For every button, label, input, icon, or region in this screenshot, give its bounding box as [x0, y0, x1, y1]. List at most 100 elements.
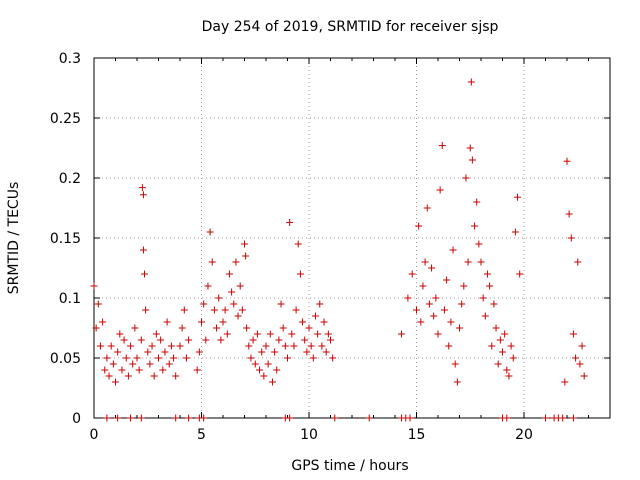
data-point [434, 330, 442, 338]
data-point [135, 366, 143, 374]
data-point [572, 354, 580, 362]
data-point [157, 336, 165, 344]
data-point [458, 300, 466, 308]
data-point [139, 246, 147, 254]
data-point [122, 354, 130, 362]
data-point [292, 306, 300, 314]
data-point [180, 306, 188, 314]
y-axis-label: SRMTID / TECUs [6, 182, 22, 295]
data-point [567, 234, 575, 242]
data-point [496, 336, 504, 344]
data-point [316, 300, 324, 308]
data-point [193, 366, 201, 374]
data-point-zero [200, 414, 208, 422]
data-point [301, 336, 309, 344]
data-point [182, 354, 190, 362]
data-point [430, 312, 438, 320]
data-point [318, 342, 326, 350]
data-point [471, 222, 479, 230]
data-point [230, 300, 238, 308]
data-point [303, 348, 311, 356]
data-point [210, 306, 218, 314]
data-point [165, 360, 173, 368]
data-point-zero [569, 414, 577, 422]
data-point-zero [365, 414, 373, 422]
data-point [421, 258, 429, 266]
data-point [170, 354, 178, 362]
data-point [307, 342, 315, 350]
data-point [116, 330, 124, 338]
data-point [503, 366, 511, 374]
data-point [413, 306, 420, 314]
data-point [516, 270, 524, 278]
data-point [404, 294, 412, 302]
data-point [167, 342, 175, 350]
data-point [423, 204, 431, 212]
y-tick-label: 0.1 [59, 291, 81, 307]
data-point [219, 318, 227, 326]
data-point [120, 336, 128, 344]
data-point-zero [172, 414, 180, 422]
data-point [425, 300, 433, 308]
data-point-zero [185, 414, 193, 422]
data-point [271, 348, 279, 356]
data-point [488, 342, 496, 350]
data-point [415, 222, 423, 230]
data-point [397, 330, 405, 338]
data-point [241, 240, 248, 248]
data-point [561, 378, 569, 386]
data-point [264, 360, 272, 368]
data-point [466, 144, 474, 152]
data-point [432, 294, 440, 302]
data-point [161, 348, 169, 356]
data-point [249, 336, 257, 344]
data-point [501, 330, 509, 338]
data-point [451, 360, 459, 368]
data-point [327, 336, 334, 344]
x-axis-label: GPS time / hours [291, 458, 408, 474]
x-tick-label: 0 [90, 427, 99, 443]
data-point [245, 342, 253, 350]
data-point [150, 372, 158, 380]
data-point [131, 324, 139, 332]
data-point [105, 372, 113, 380]
data-point [569, 330, 577, 338]
data-point [294, 240, 302, 248]
data-point [494, 360, 502, 368]
data-point [509, 354, 517, 362]
data-point [101, 366, 109, 374]
data-point [146, 360, 154, 368]
y-tick-label: 0 [72, 411, 81, 427]
tick-labels: 0 5 10 15 20 0 0.05 0.1 0.15 0.2 0.25 0.3 [50, 51, 533, 443]
data-point [273, 366, 281, 374]
data-point [200, 300, 208, 308]
data-point [490, 300, 498, 308]
data-point [251, 360, 259, 368]
data-point [440, 306, 448, 314]
data-point [479, 294, 487, 302]
data-point [408, 270, 416, 278]
data-point [417, 318, 425, 326]
data-point [445, 342, 453, 350]
data-point [127, 342, 135, 350]
data-point [144, 348, 152, 356]
data-point [477, 258, 485, 266]
data-point [467, 78, 475, 86]
data-point [107, 342, 115, 350]
data-point [290, 342, 298, 350]
data-point [438, 142, 446, 150]
data-point [202, 336, 210, 344]
data-point [449, 246, 457, 254]
data-point [155, 354, 162, 362]
data-point [159, 366, 167, 374]
data-point [148, 342, 156, 350]
x-tick-label: 10 [300, 427, 318, 443]
y-tick-label: 0.3 [59, 51, 81, 67]
data-point [204, 282, 212, 290]
data-point [580, 372, 588, 380]
data-point [286, 218, 294, 226]
data-point [206, 228, 214, 236]
data-point [236, 282, 244, 290]
data-point [176, 342, 184, 350]
